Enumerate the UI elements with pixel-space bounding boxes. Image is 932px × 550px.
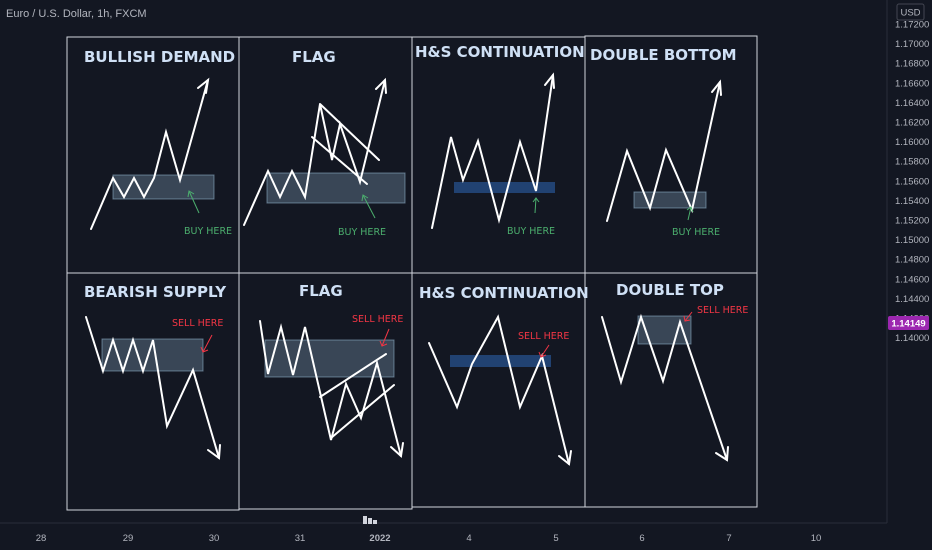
time-tick-9: 10 xyxy=(811,533,822,544)
sell-label-flag-bear: SELL HERE xyxy=(352,314,403,325)
panel-title-bullish-demand: BULLISH DEMAND xyxy=(84,48,235,66)
panel-titles: BULLISH DEMAND FLAG H&S CONTINUATION DOU… xyxy=(84,43,737,302)
sell-arrow-1-head xyxy=(200,346,209,353)
buy-label-flag-bull: BUY HERE xyxy=(338,227,386,238)
panel-title-double-bottom: DOUBLE BOTTOM xyxy=(590,46,737,64)
sell-arrow-4-head xyxy=(683,315,691,322)
panel-frames xyxy=(66,35,758,511)
sell-arrow-3-head xyxy=(538,351,547,358)
price-tick-9: 1.15400 xyxy=(895,196,929,207)
time-tick-0: 28 xyxy=(36,533,47,544)
price-tick-5: 1.16200 xyxy=(895,118,929,129)
hs-bear-arrow xyxy=(558,450,572,466)
currency-box[interactable] xyxy=(896,3,925,21)
hs-bear-neckline xyxy=(450,355,551,367)
flag-bull-zone xyxy=(266,172,406,204)
price-tick-3: 1.16600 xyxy=(895,78,929,89)
double-top-arrow xyxy=(715,446,729,462)
panel-title-flag-bull: FLAG xyxy=(292,48,336,66)
zones xyxy=(101,172,707,378)
symbol-title[interactable]: Euro / U.S. Dollar, 1h, FXCM xyxy=(6,8,147,20)
panel-title-hs-bull: H&S CONTINUATION xyxy=(415,43,585,61)
flag-bear-upper-line xyxy=(319,353,387,398)
signal-arrows xyxy=(187,190,694,358)
time-tick-8: 7 xyxy=(726,533,731,544)
price-tick-12: 1.14800 xyxy=(895,255,929,266)
buy-arrow-2-head xyxy=(361,194,369,202)
buy-arrow-1 xyxy=(188,190,200,214)
buy-arrow-2 xyxy=(362,194,376,219)
price-tick-2: 1.16800 xyxy=(895,59,929,70)
buy-label-bullish-demand: BUY HERE xyxy=(184,226,232,237)
buy-arrow-3-head xyxy=(532,197,540,203)
flag-bear-path xyxy=(259,320,402,457)
time-tick-7: 6 xyxy=(639,533,644,544)
price-tick-8: 1.15600 xyxy=(895,176,929,187)
price-tick-0: 1.17200 xyxy=(895,20,929,31)
bullish-demand-arrow xyxy=(197,77,210,94)
flag-bear-lower-line xyxy=(330,384,395,439)
panel-title-flag-bear: FLAG xyxy=(299,282,343,300)
flag-bull-upper-line xyxy=(319,103,380,161)
price-tick-1: 1.17000 xyxy=(895,39,929,50)
sell-arrow-3 xyxy=(540,344,550,358)
panel-title-hs-bear: H&S CONTINUATION xyxy=(419,284,589,302)
buy-label-double-bottom: BUY HERE xyxy=(672,227,720,238)
flag-bull-arrow xyxy=(375,77,387,94)
current-price-marker[interactable] xyxy=(888,315,929,330)
time-tick-5: 4 xyxy=(466,533,471,544)
sell-label-hs-bear: SELL HERE xyxy=(518,331,569,342)
current-price-label: 1.14149 xyxy=(891,318,925,329)
reset-chart-icon[interactable] xyxy=(363,516,377,524)
double-bottom-arrow xyxy=(711,79,722,96)
buy-arrow-4-head xyxy=(686,206,694,213)
hs-bull-arrow xyxy=(544,72,555,89)
buy-label-hs-bull: BUY HERE xyxy=(507,226,555,237)
price-tick-16: 1.14000 xyxy=(895,333,929,344)
panel-title-double-top: DOUBLE TOP xyxy=(616,281,724,299)
bearish-supply-path xyxy=(85,316,220,459)
frame-column-4 xyxy=(584,35,758,508)
buy-arrow-3 xyxy=(534,197,537,214)
time-tick-3: 31 xyxy=(295,533,306,544)
panel-labels: BUY HERE BUY HERE BUY HERE BUY HERE SELL… xyxy=(172,226,748,342)
price-axis-ticks[interactable]: 1.17200 1.17000 1.16800 1.16600 1.16400 1.162… xyxy=(895,20,929,345)
price-tick-10: 1.15200 xyxy=(895,216,929,227)
time-tick-4: 2022 xyxy=(369,533,390,544)
sell-arrow-2 xyxy=(381,328,390,347)
price-tick-14: 1.14400 xyxy=(895,294,929,305)
bearish-supply-arrow xyxy=(207,444,221,460)
sell-arrow-4 xyxy=(684,311,693,322)
price-tick-4: 1.16400 xyxy=(895,98,929,109)
time-axis-ticks[interactable]: 28 29 30 31 2022 4 5 6 7 10 xyxy=(36,533,822,544)
currency-label: USD xyxy=(900,8,920,19)
double-top-path xyxy=(601,313,728,461)
time-tick-6: 5 xyxy=(553,533,558,544)
time-tick-1: 29 xyxy=(123,533,134,544)
price-tick-6: 1.16000 xyxy=(895,137,929,148)
double-bottom-path xyxy=(606,81,721,222)
flag-bull-lower-line xyxy=(311,136,368,185)
sell-arrow-1 xyxy=(202,334,213,353)
price-tick-13: 1.14600 xyxy=(895,274,929,285)
sell-arrow-2-head xyxy=(379,340,388,347)
price-tick-11: 1.15000 xyxy=(895,235,929,246)
price-tick-7: 1.15800 xyxy=(895,157,929,168)
time-tick-2: 30 xyxy=(209,533,220,544)
hs-bull-neckline xyxy=(454,182,555,193)
sell-label-bearish-supply: SELL HERE xyxy=(172,318,223,329)
panel-title-bearish-supply: BEARISH SUPPLY xyxy=(84,283,227,301)
flag-bull-path xyxy=(243,79,386,226)
sell-label-double-top: SELL HERE xyxy=(697,305,748,316)
flag-bear-arrow xyxy=(390,442,404,458)
buy-arrow-1-head xyxy=(187,190,195,198)
buy-arrow-4 xyxy=(687,206,692,221)
hs-bull-path xyxy=(431,74,554,229)
bullish-demand-path xyxy=(90,79,209,230)
